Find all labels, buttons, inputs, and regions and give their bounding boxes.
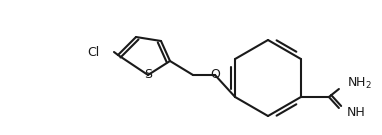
Text: NH: NH: [347, 107, 366, 119]
Text: O: O: [210, 68, 220, 80]
Text: Cl: Cl: [88, 45, 100, 58]
Text: S: S: [144, 68, 152, 80]
Text: NH$_2$: NH$_2$: [347, 75, 372, 91]
